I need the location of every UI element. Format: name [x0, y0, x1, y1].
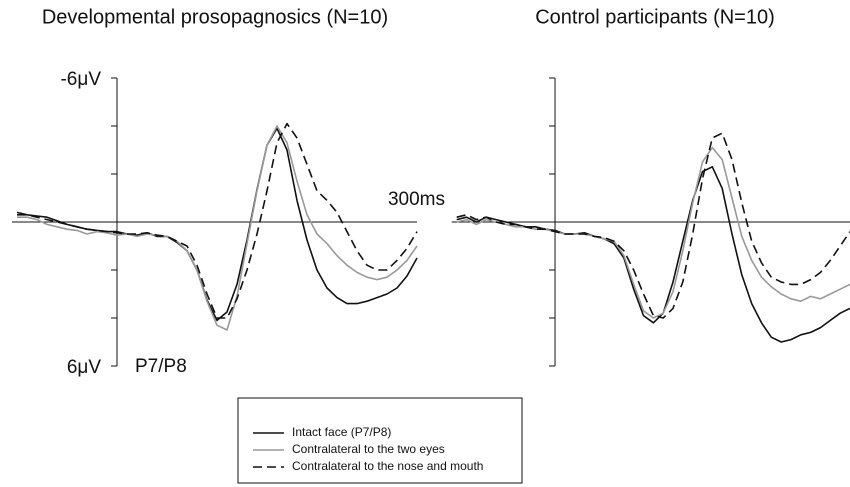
y-tick-label: 6μV [67, 357, 102, 378]
series-line [456, 146, 850, 319]
y-tick-label: -6μV [60, 69, 101, 90]
chart-title: Control participants (N=10) [535, 6, 775, 28]
series-line [17, 125, 418, 331]
series-line [17, 122, 418, 319]
series-line [16, 127, 418, 322]
x-tick-label: 300ms [388, 189, 445, 210]
chart-title: Developmental prosopagnosics (N=10) [42, 6, 388, 28]
legend-label: Contralateral to the nose and mouth [292, 459, 483, 473]
series-line [456, 132, 850, 319]
series-line [456, 166, 850, 343]
annotation: P7/P8 [135, 356, 187, 377]
legend-label: Intact face (P7/P8) [292, 425, 391, 439]
legend-box [237, 397, 523, 484]
legend-label: Contralateral to the two eyes [292, 442, 445, 456]
